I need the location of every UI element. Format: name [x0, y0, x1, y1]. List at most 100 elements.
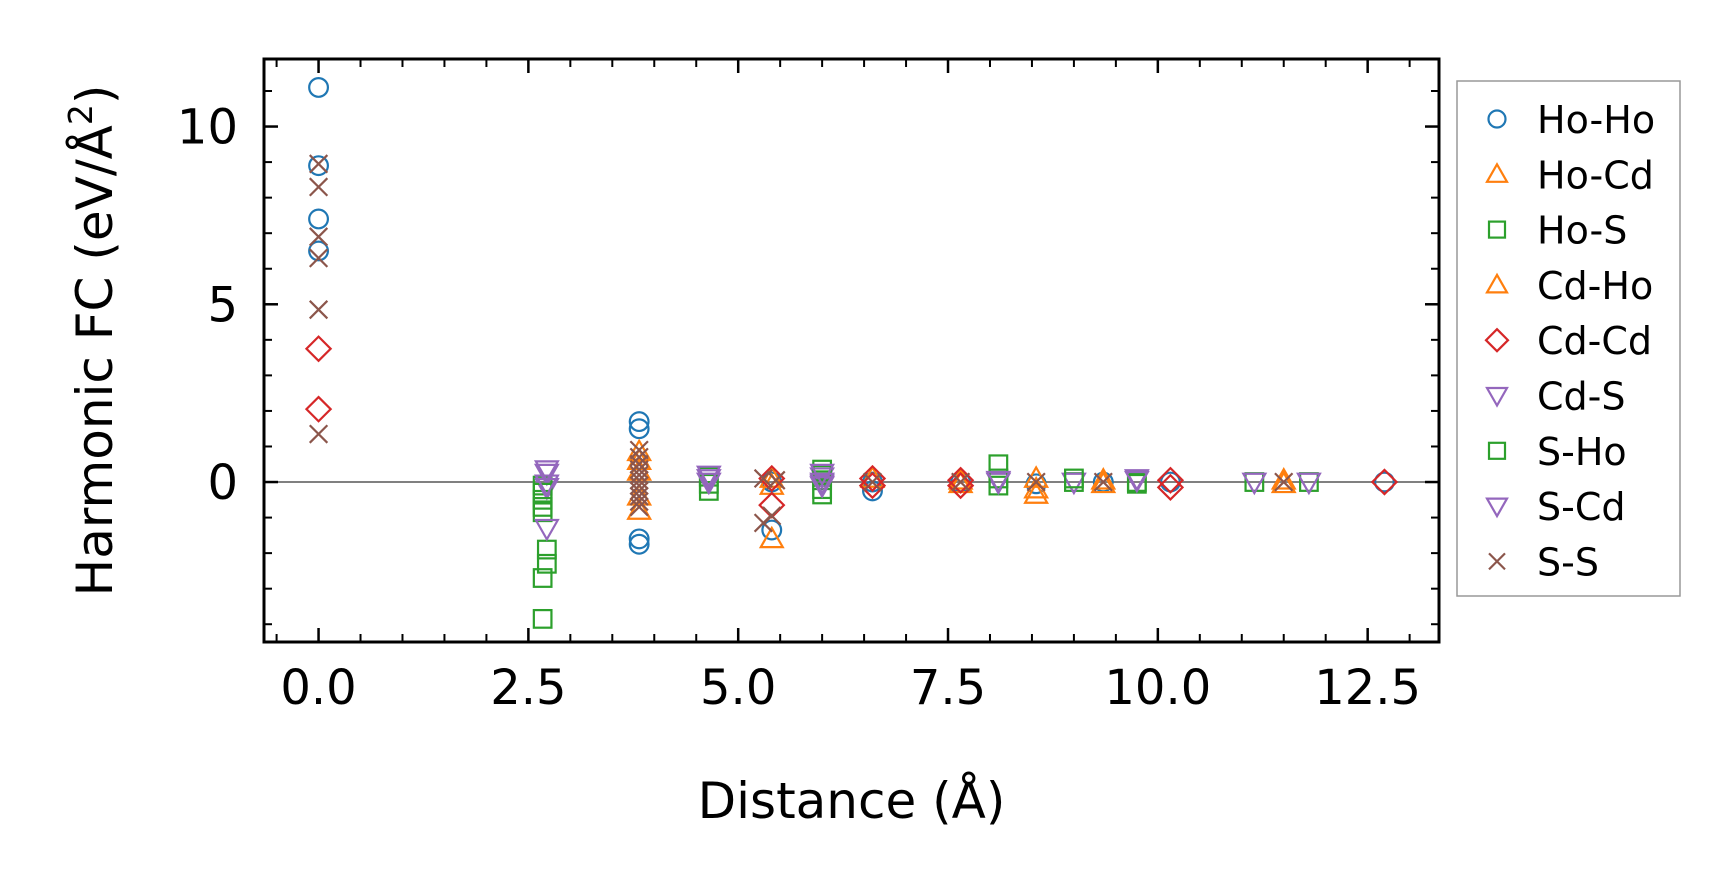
legend-marker: [1485, 272, 1509, 294]
data-point: [762, 506, 782, 526]
legend-label: Cd-S: [1537, 375, 1626, 419]
data-point: [758, 525, 785, 549]
legend-entry: Cd-Cd: [1484, 319, 1652, 363]
legend-entry: S-S: [1488, 540, 1599, 584]
legend-entry: Ho-Cd: [1485, 153, 1654, 197]
x-tick-label: 5.0: [700, 660, 776, 716]
legend-label: Cd-Cd: [1537, 319, 1652, 363]
legend-marker: [1487, 220, 1507, 239]
data-point: [695, 469, 722, 492]
legend-entry: Cd-S: [1485, 375, 1626, 419]
series-s-ho: [532, 465, 1147, 517]
data-point: [1296, 472, 1322, 496]
data-point: [533, 474, 560, 498]
data-point: [308, 227, 329, 247]
data-point: [761, 519, 783, 541]
legend-label: Ho-S: [1537, 209, 1627, 253]
y-axis-label: Harmonic FC (eV/Å2): [61, 85, 124, 597]
data-point: [1023, 481, 1050, 504]
data-point: [308, 248, 329, 268]
legend-label: Cd-Ho: [1537, 264, 1653, 308]
data-point: [862, 472, 883, 492]
data-point: [629, 440, 649, 460]
data-point: [1370, 468, 1399, 496]
data-point: [626, 497, 653, 520]
legend-entry: S-Ho: [1487, 430, 1627, 474]
data-point: [1123, 470, 1150, 494]
data-point: [533, 518, 560, 542]
data-point: [951, 472, 971, 492]
legend-entry: Cd-Ho: [1485, 264, 1653, 308]
data-point: [304, 395, 333, 423]
x-tick-label: 7.5: [910, 660, 986, 716]
x-tick-label: 12.5: [1314, 660, 1421, 716]
legend-marker: [1485, 497, 1509, 519]
data-point: [629, 492, 649, 512]
data-point: [308, 76, 330, 98]
data-point: [1274, 472, 1294, 492]
data-point: [308, 154, 329, 174]
data-point: [1156, 466, 1185, 494]
x-tick-label: 0.0: [280, 660, 356, 716]
legend-label: S-Cd: [1537, 485, 1626, 529]
data-point: [628, 528, 650, 550]
y-tick-label: 10: [177, 100, 238, 156]
data-point: [1090, 467, 1117, 490]
data-point: [308, 240, 330, 262]
plot-frame: [262, 57, 1441, 644]
data-point: [308, 155, 330, 177]
data-point: [1061, 472, 1087, 496]
legend-label: S-S: [1537, 540, 1599, 584]
data-point: [985, 470, 1012, 494]
data-point: [1241, 472, 1268, 496]
data-point: [946, 466, 975, 494]
series-cd-cd: [304, 335, 1399, 519]
data-point: [628, 533, 650, 555]
series-ho-cd: [626, 438, 1297, 549]
data-point: [532, 502, 553, 523]
data-point: [628, 411, 650, 433]
x-tick-label: 2.5: [490, 660, 566, 716]
legend: Ho-Ho Ho-Cd Ho-S Cd-Ho Cd-Cd Cd-S S-Ho S-Cd S-S: [1456, 80, 1681, 597]
legend-entry: Ho-S: [1487, 209, 1627, 253]
data-point: [1270, 467, 1297, 490]
legend-marker: [1487, 109, 1507, 129]
x-tick-label: 10.0: [1104, 660, 1211, 716]
data-point: [946, 471, 975, 500]
data-point: [308, 177, 329, 197]
data-point: [308, 424, 329, 444]
data-point: [629, 497, 649, 517]
data-point: [1093, 472, 1113, 492]
legend-entry: Ho-Ho: [1487, 98, 1655, 142]
data-point: [532, 568, 553, 588]
data-point: [695, 472, 722, 496]
data-point: [695, 465, 722, 489]
data-point: [304, 335, 333, 363]
legend-label: Ho-Ho: [1537, 98, 1655, 142]
y-tick-label: 0: [207, 455, 238, 511]
series-s-cd: [533, 460, 1322, 542]
data-point: [766, 470, 786, 490]
series-s-s: [308, 154, 1294, 533]
data-point: [1026, 472, 1046, 492]
data-point: [533, 460, 560, 483]
data-point: [1064, 468, 1084, 489]
data-point: [809, 476, 836, 499]
y-tick-label: 5: [207, 277, 238, 333]
legend-label: S-Ho: [1537, 430, 1627, 474]
legend-marker: [1485, 162, 1509, 183]
data-point: [858, 471, 887, 500]
data-point: [758, 491, 786, 519]
data-point: [758, 464, 786, 493]
legend-marker: [1487, 441, 1507, 460]
data-point: [532, 497, 553, 517]
data-point: [1373, 471, 1395, 493]
x-axis-label: Distance (Å): [698, 772, 1006, 830]
legend-marker: [1484, 327, 1510, 353]
legend-marker: [1488, 552, 1506, 571]
data-point: [308, 208, 330, 230]
data-point: [308, 300, 329, 320]
data-point: [1090, 470, 1117, 494]
legend-marker: [1485, 386, 1509, 408]
